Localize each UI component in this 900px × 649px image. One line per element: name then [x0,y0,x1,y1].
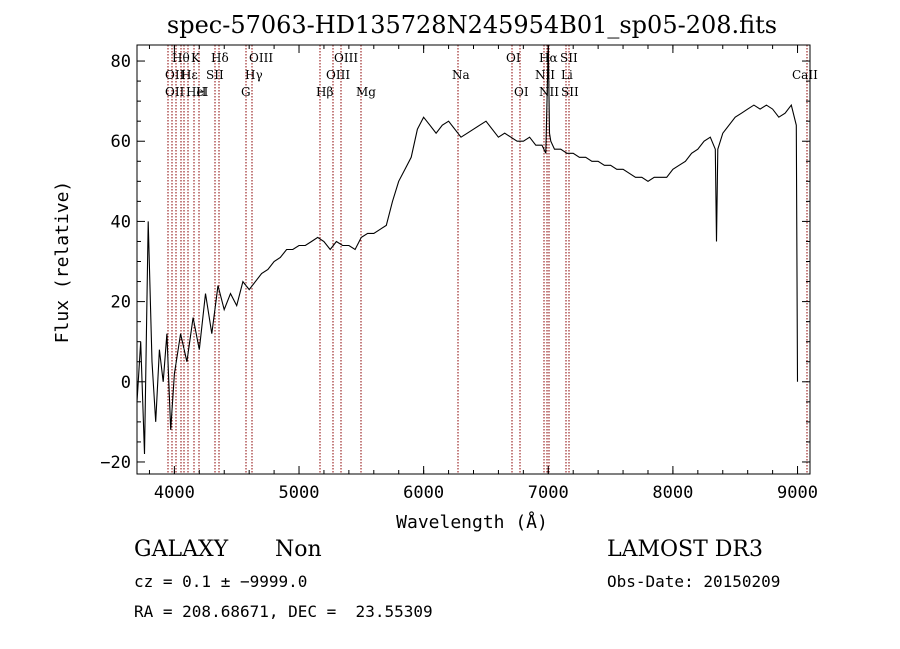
y-tick-label: 60 [111,132,131,152]
line-label: CaII [792,68,818,82]
x-tick-label: 4000 [154,483,195,503]
x-tick-label: 5000 [279,483,320,503]
object-class-label: GALAXY [134,537,229,562]
ra-dec-text: RA = 208.68671, DEC = 23.55309 [134,602,433,621]
spectral-line-markers [167,45,808,474]
redshift-text: cz = 0.1 ± −9999.0 [134,572,308,591]
line-label: OI [514,85,529,99]
x-tick-label: 8000 [652,483,693,503]
line-label: H [196,85,206,99]
survey-label: LAMOST DR3 [607,537,763,562]
y-tick-label: 20 [111,293,131,313]
y-axis-ticks: −20 0 20 40 60 80 [100,52,810,473]
line-label: Mg [356,85,376,99]
x-tick-label: 9000 [777,483,818,503]
line-label: Hβ [316,85,333,99]
line-label: OIII [249,51,273,65]
line-label: OII [165,85,185,99]
line-label: OIII [326,68,350,82]
line-label: Na [452,68,470,82]
chart-title: spec-57063-HD135728N245954B01_sp05-208.f… [167,11,777,39]
y-tick-label: 40 [111,212,131,232]
plot-frame [136,44,811,475]
obs-date-text: Obs-Date: 20150209 [607,572,781,591]
line-label: HeI [186,85,209,99]
object-subclass-label: Non [275,537,322,562]
y-axis-label: Flux (relative) [52,181,73,344]
spectrum-series-line [136,44,799,455]
x-tick-label: 7000 [528,483,569,503]
line-label: G [241,85,251,99]
y-tick-label: 80 [111,52,131,72]
line-label: SII [206,68,224,82]
line-label: NII [535,68,555,82]
line-label: OII [165,68,185,82]
line-label: SII [560,51,578,65]
line-label: Hθ [172,51,190,65]
y-tick-label: −20 [100,453,131,473]
line-label: Hγ [245,68,263,82]
x-axis-label: Wavelength (Å) [396,511,548,533]
line-label: Hε [181,68,198,82]
x-tick-label: 6000 [403,483,444,503]
line-label: SII [561,85,579,99]
line-label: K [191,51,201,65]
line-label: Hδ [211,51,229,65]
line-label: OIII [334,51,358,65]
line-label: OI [506,51,521,65]
y-tick-label: 0 [121,373,131,393]
x-axis-ticks: 4000 5000 6000 7000 8000 9000 [148,45,818,503]
line-label: Li [561,68,573,82]
